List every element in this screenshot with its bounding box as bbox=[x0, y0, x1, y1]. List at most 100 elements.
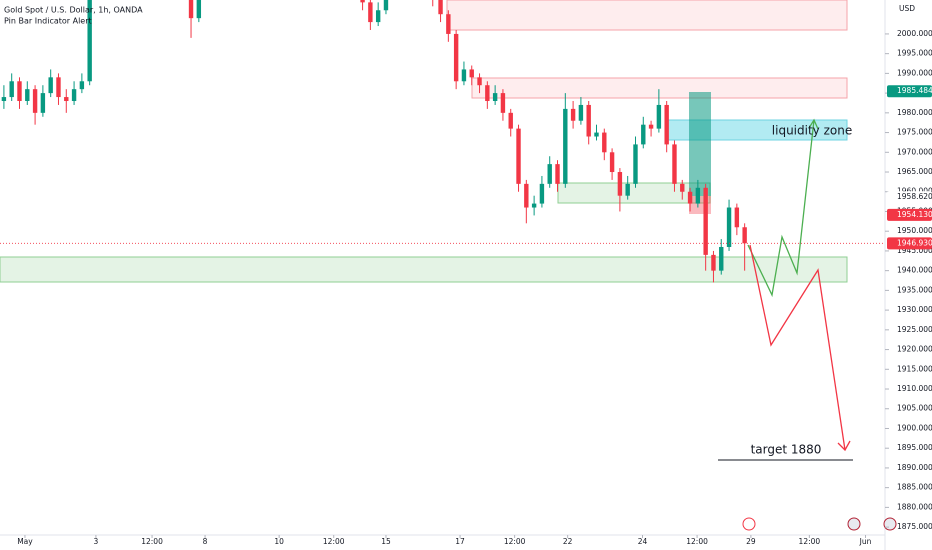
x-tick-label: 24 bbox=[638, 537, 648, 546]
x-tick-label: 12:00 bbox=[323, 537, 345, 546]
candle-body bbox=[734, 207, 740, 228]
x-tick-label: May bbox=[17, 537, 33, 546]
candle-body bbox=[531, 203, 537, 208]
y-tick-label: 1940.000 bbox=[897, 266, 932, 275]
y-tick-label: 1890.000 bbox=[897, 463, 932, 472]
y-tick-label: 1970.000 bbox=[897, 147, 932, 156]
candle-body bbox=[609, 152, 615, 173]
candle-body bbox=[71, 89, 77, 102]
bearish-path bbox=[749, 244, 846, 451]
price-tag-label: 1985.484 bbox=[897, 86, 932, 95]
candle-body bbox=[617, 172, 623, 196]
y-tick-label: 1895.000 bbox=[897, 443, 932, 452]
candle-body bbox=[446, 14, 451, 34]
x-tick-label: 8 bbox=[203, 537, 208, 546]
x-tick-label: 12:00 bbox=[504, 537, 526, 546]
chart-title: Gold Spot / U.S. Dollar, 1h, OANDA bbox=[4, 6, 143, 15]
candle-body bbox=[56, 77, 61, 98]
candle-body bbox=[711, 254, 716, 271]
candle-body bbox=[360, 0, 365, 3]
candle-body bbox=[40, 93, 46, 113]
candle-body bbox=[87, 0, 92, 82]
y-tick-label: 1900.000 bbox=[897, 423, 932, 432]
candle-body bbox=[726, 207, 732, 247]
candle-body bbox=[492, 93, 498, 102]
x-tick-label: 29 bbox=[746, 537, 756, 546]
candle-body bbox=[477, 77, 482, 86]
candle-body bbox=[680, 183, 685, 192]
candle-body bbox=[196, 0, 202, 19]
candle-body bbox=[383, 0, 389, 11]
x-tick-label: 12:00 bbox=[686, 537, 708, 546]
candle-body bbox=[555, 164, 560, 184]
candle-body bbox=[1, 97, 7, 102]
price-tag bbox=[887, 208, 932, 221]
resistance-zone bbox=[471, 77, 848, 99]
x-tick-label: 12:00 bbox=[141, 537, 163, 546]
y-tick-label: 1945.000 bbox=[897, 246, 932, 255]
candle-body bbox=[485, 85, 490, 102]
candle-body bbox=[687, 191, 693, 204]
candle-body bbox=[602, 132, 607, 153]
support-zone bbox=[557, 182, 711, 204]
y-tick-label: 1905.000 bbox=[897, 404, 932, 413]
candle-body bbox=[48, 77, 53, 94]
candle-body bbox=[188, 0, 194, 19]
y-tick-label: 1885.000 bbox=[897, 483, 932, 492]
x-tick-label: Jun bbox=[859, 537, 872, 546]
y-tick-label: 1880.000 bbox=[897, 502, 932, 511]
annotation: target 1880 bbox=[751, 443, 822, 457]
candle-body bbox=[32, 89, 38, 113]
candle-body bbox=[719, 246, 724, 271]
y-tick-label: 1935.000 bbox=[897, 285, 932, 294]
y-tick-label: 1965.000 bbox=[897, 167, 932, 176]
y-tick-label: 1915.000 bbox=[897, 364, 932, 373]
candle-body bbox=[508, 112, 513, 129]
plot-area bbox=[0, 0, 885, 283]
price-tag-label: 1946.930 bbox=[897, 238, 932, 247]
y-tick-label: 1980.000 bbox=[897, 108, 932, 117]
candle-body bbox=[664, 104, 669, 145]
price-tag bbox=[887, 191, 932, 204]
x-tick-label: 15 bbox=[381, 537, 391, 546]
candle-body bbox=[586, 104, 591, 137]
candle-body bbox=[742, 227, 747, 244]
candle-body bbox=[648, 124, 654, 129]
candle-body bbox=[625, 183, 630, 196]
event-icon bbox=[883, 517, 897, 531]
candle-body bbox=[516, 128, 521, 184]
candle-body bbox=[570, 108, 576, 121]
candle-body bbox=[656, 104, 662, 129]
candle-body bbox=[539, 183, 545, 204]
price-axis: 1875.000 1880.000 1885.000 1890.000 1895.000… bbox=[17, 29, 932, 546]
candle-body bbox=[500, 93, 506, 113]
x-tick-label: 22 bbox=[563, 537, 573, 546]
y-tick-label: 1925.000 bbox=[897, 325, 932, 334]
candle-body bbox=[9, 81, 14, 98]
candle-body bbox=[453, 33, 459, 82]
annotation: liquidity zone bbox=[772, 124, 852, 138]
candle-body bbox=[438, 0, 443, 15]
candle-body bbox=[375, 10, 381, 23]
event-icon bbox=[847, 517, 861, 531]
resistance-zone bbox=[446, 0, 848, 31]
y-tick-label: 1910.000 bbox=[897, 384, 932, 393]
candle-body bbox=[594, 132, 599, 137]
y-tick-label: 2000.000 bbox=[897, 29, 932, 38]
price-tag bbox=[887, 237, 932, 250]
candle-body bbox=[672, 144, 677, 184]
price-tag-label: 1954.130 bbox=[897, 210, 932, 219]
arrow-head bbox=[837, 440, 851, 452]
candle-body bbox=[524, 183, 529, 208]
chart-subtitle: Pin Bar Indicator Alert bbox=[4, 17, 92, 26]
candle-body bbox=[368, 2, 373, 23]
y-tick-label: 1975.000 bbox=[897, 128, 932, 137]
candle-body bbox=[17, 81, 22, 102]
y-tick-label: 1990.000 bbox=[897, 68, 932, 77]
y-tick-label: 1995.000 bbox=[897, 49, 932, 58]
candle-body bbox=[578, 104, 584, 121]
